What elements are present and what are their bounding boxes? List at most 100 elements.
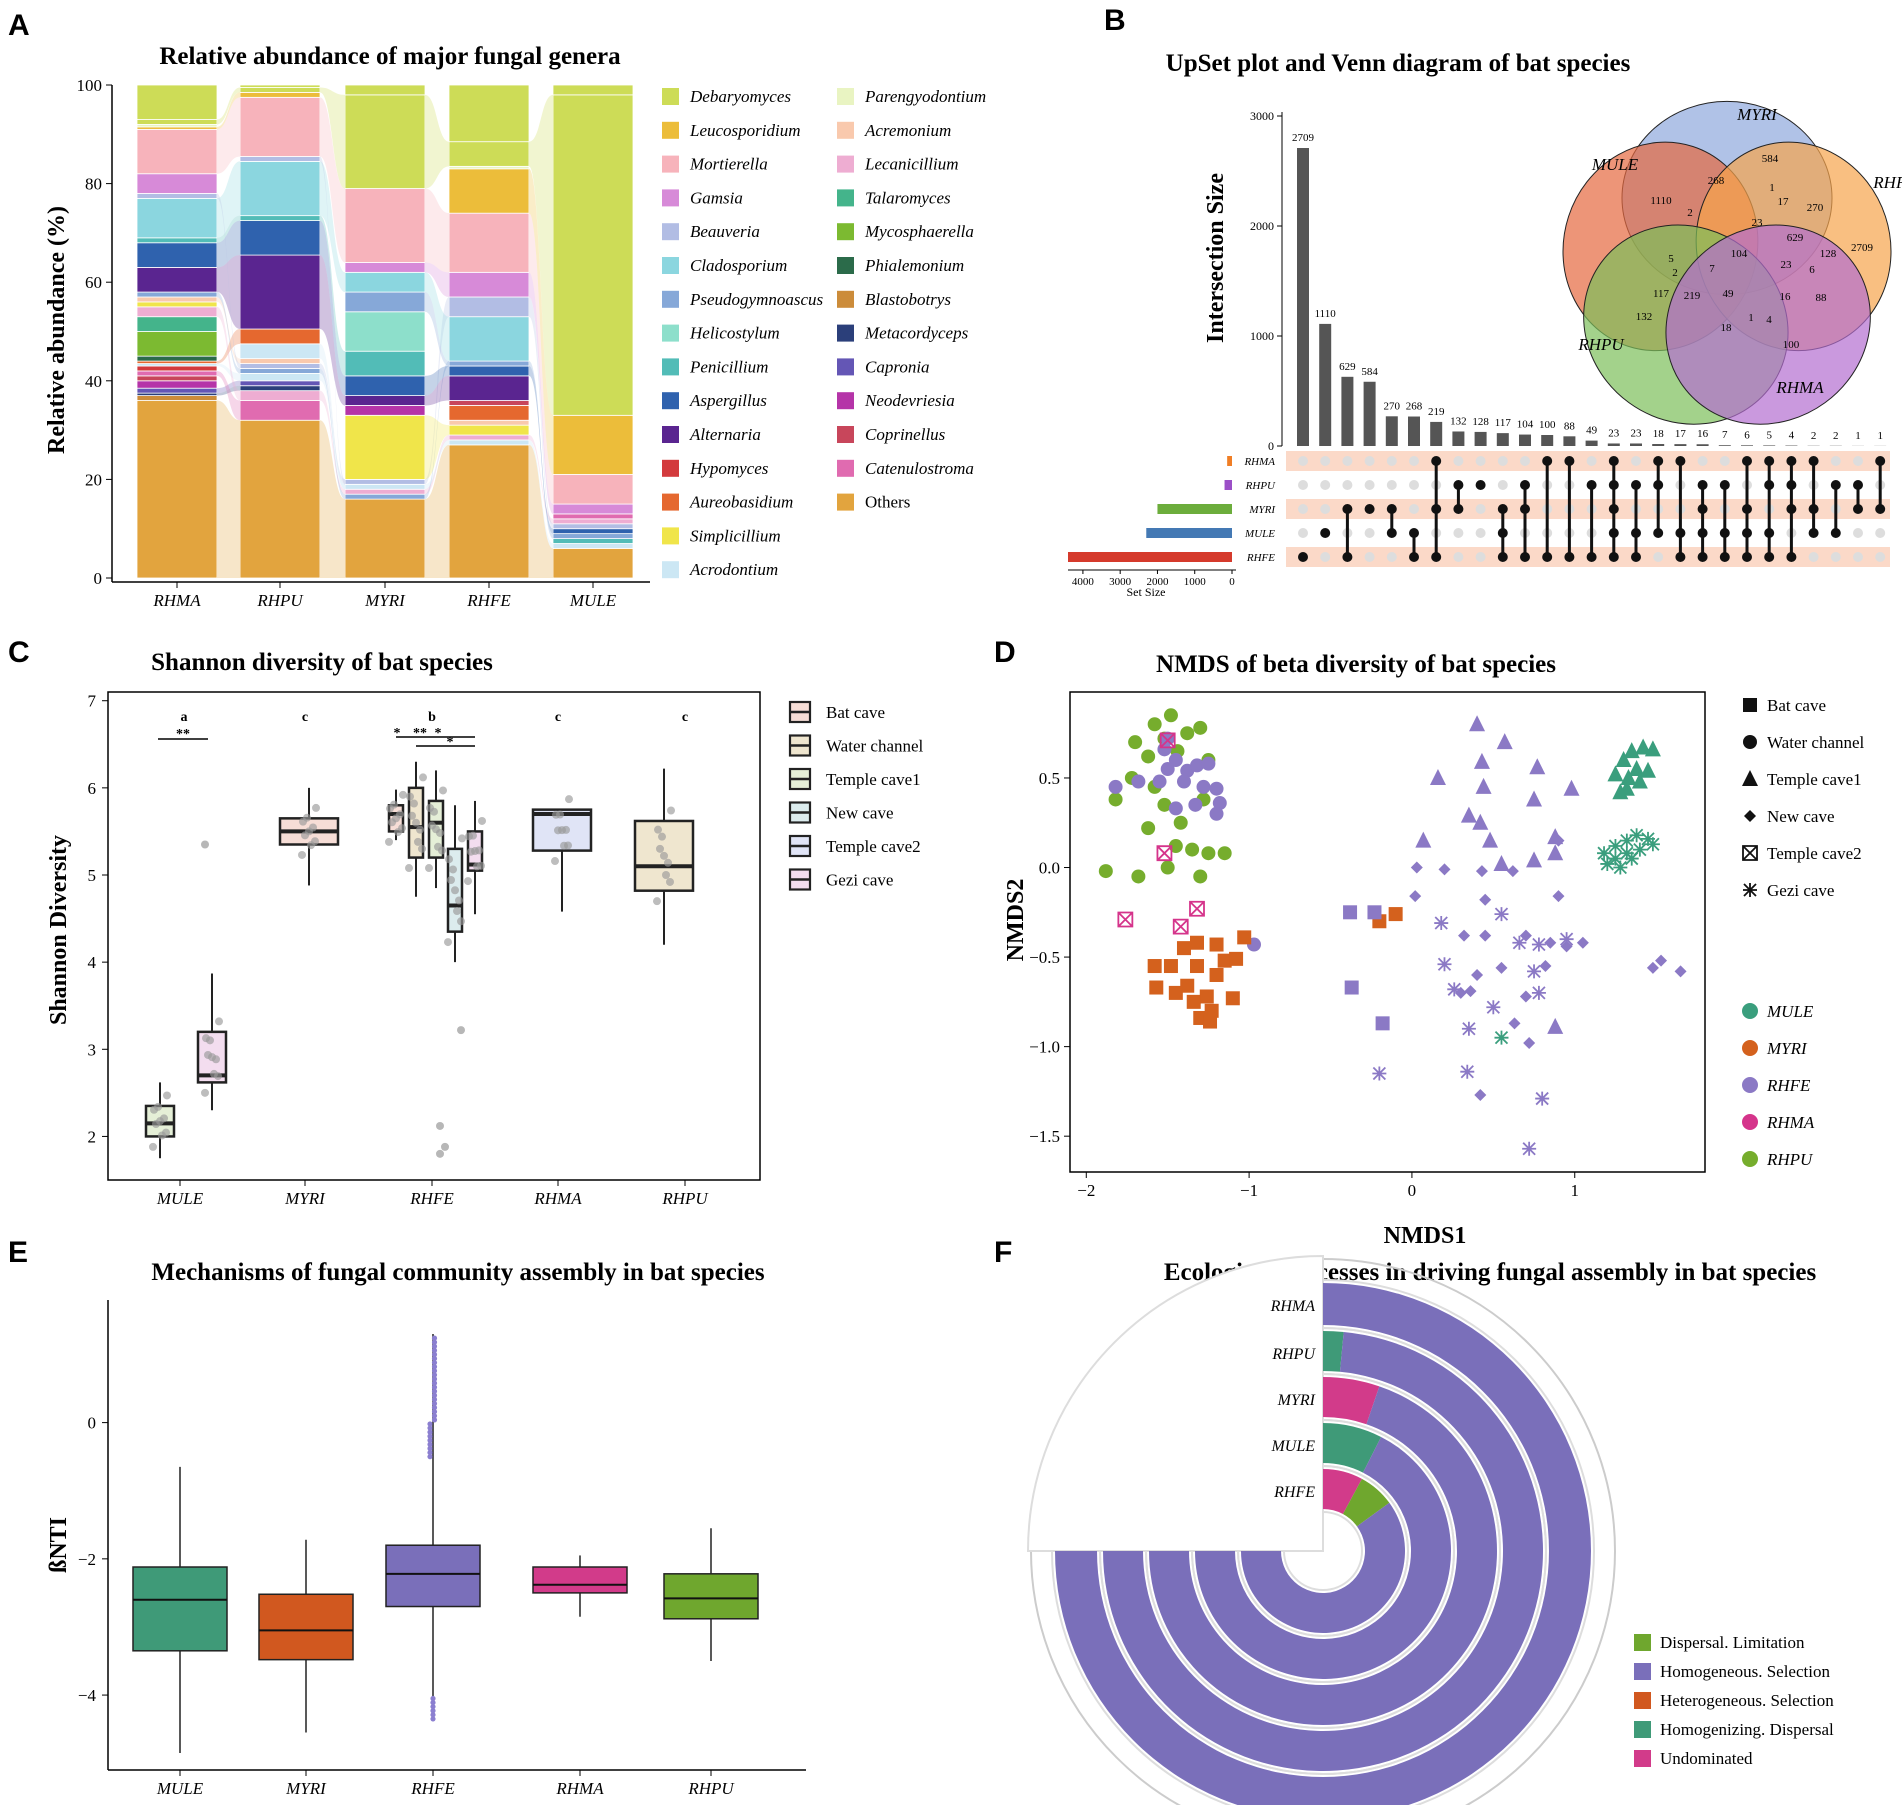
scatter-point — [1229, 952, 1243, 966]
scatter-point — [1539, 960, 1551, 972]
venn-count: 268 — [1708, 175, 1725, 187]
set-size-tick-label: 1000 — [1184, 576, 1207, 588]
set-label: RHMA — [1243, 456, 1275, 468]
scatter-point — [1187, 995, 1201, 1009]
matrix-dot — [1698, 456, 1708, 466]
matrix-dot — [1520, 456, 1530, 466]
legend-swatch — [1634, 1750, 1651, 1767]
data-point — [149, 1143, 157, 1151]
legend-label: Blastobotrys — [865, 290, 951, 309]
x-tick-label: 1 — [1570, 1181, 1579, 1200]
scatter-point — [1193, 869, 1207, 883]
scatter-point — [1438, 863, 1450, 875]
matrix-dot — [1809, 552, 1819, 562]
bar-segment — [137, 193, 217, 198]
bar-segment — [137, 302, 217, 307]
scatter-point — [1131, 869, 1145, 883]
scatter-point — [1523, 1037, 1535, 1049]
venn-count: 2 — [1687, 207, 1693, 219]
venn-count: 132 — [1636, 311, 1653, 323]
y-tick-label: −2 — [78, 1550, 96, 1569]
data-point — [658, 833, 666, 841]
bar-segment — [137, 396, 217, 401]
legend-label: MULE — [1766, 1002, 1814, 1021]
bar-segment — [553, 415, 633, 474]
panel-d-title: NMDS of beta diversity of bat species — [1156, 651, 1556, 678]
panel-d-xlabel: NMDS1 — [1384, 1223, 1467, 1249]
bar-segment — [345, 262, 425, 272]
legend-label: Heterogeneous. Selection — [1660, 1691, 1834, 1710]
legend-swatch — [1634, 1692, 1651, 1709]
bar-segment — [449, 361, 529, 366]
intersection-bar — [1408, 417, 1420, 446]
x-tick-label: RHPU — [256, 591, 304, 610]
data-point — [465, 832, 473, 840]
intersection-label: 2 — [1833, 430, 1839, 442]
legend-swatch — [837, 494, 854, 511]
legend-label: Coprinellus — [865, 425, 946, 444]
legend-label: Gamsia — [690, 188, 743, 207]
legend-label: Penicillium — [689, 357, 768, 376]
data-point — [478, 817, 486, 825]
scatter-point — [1141, 821, 1155, 835]
venn-count: 2709 — [1851, 242, 1874, 254]
bar-segment — [137, 332, 217, 357]
legend-swatch — [662, 494, 679, 511]
data-point — [298, 851, 306, 859]
scatter-point — [1197, 780, 1211, 794]
bar-segment — [240, 85, 320, 87]
bar-segment — [137, 381, 217, 388]
intersection-label: 5 — [1766, 429, 1772, 441]
legend-swatch — [837, 460, 854, 477]
y-tick-label: 80 — [85, 175, 102, 194]
scatter-point — [1128, 735, 1142, 749]
y-tick-label: 3000 — [1250, 109, 1274, 123]
scatter-point — [1547, 844, 1563, 860]
y-tick-label: 2000 — [1250, 219, 1274, 233]
scatter-point — [1460, 1065, 1474, 1079]
panel-e: E Mechanisms of fungal community assembl… — [8, 1236, 806, 1798]
scatter-point — [1474, 753, 1490, 769]
matrix-dot — [1365, 552, 1375, 562]
bar-segment — [240, 344, 320, 359]
matrix-dot — [1831, 456, 1841, 466]
scatter-point — [1099, 864, 1113, 878]
y-tick-label: 3 — [88, 1040, 97, 1059]
intersection-bar — [1586, 441, 1598, 446]
legend-label: Aspergillus — [689, 391, 767, 410]
scatter-point — [1600, 857, 1614, 871]
intersection-label: 23 — [1631, 427, 1643, 439]
scatter-point — [1647, 962, 1659, 974]
scatter-point — [1607, 765, 1623, 781]
bar-segment — [553, 474, 633, 504]
panel-d-ylabel: NMDS2 — [1003, 879, 1029, 962]
data-point — [202, 1034, 210, 1042]
panel-c-title: Shannon diversity of bat species — [151, 649, 493, 676]
legend-swatch — [662, 325, 679, 342]
data-point — [664, 859, 672, 867]
data-point — [662, 871, 670, 879]
y-tick-label: −0.5 — [1029, 948, 1060, 967]
scatter-point — [1180, 726, 1194, 740]
scatter-point — [1430, 769, 1446, 785]
scatter-point — [1486, 1000, 1500, 1014]
legend-label: Gezi cave — [1767, 881, 1834, 900]
legend-label: New cave — [826, 804, 894, 823]
legend-label: Leucosporidium — [689, 121, 801, 140]
legend-label: Homogenizing. Dispersal — [1660, 1720, 1834, 1739]
intersection-label: 1 — [1877, 430, 1883, 442]
scatter-point — [1563, 780, 1579, 796]
matrix-dot — [1453, 456, 1463, 466]
intersection-bar — [1763, 445, 1775, 446]
venn-count: 5 — [1668, 253, 1674, 265]
bar-segment — [137, 85, 217, 120]
data-point — [457, 917, 465, 925]
data-point — [428, 822, 436, 830]
bar-segment — [449, 445, 529, 578]
legend-color-dot — [1742, 1077, 1758, 1093]
bar-segment — [137, 120, 217, 125]
significance-mark: ** — [413, 726, 427, 741]
